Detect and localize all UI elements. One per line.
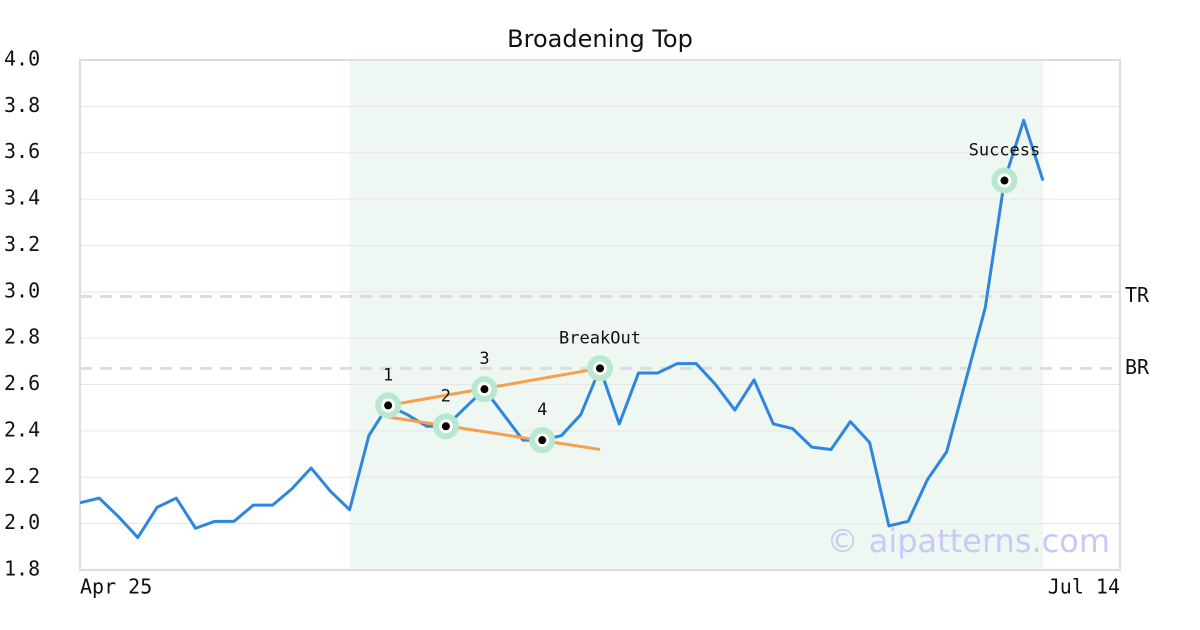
point-label: 2 [441, 386, 451, 406]
y-tick-label: 3.4 [4, 186, 40, 210]
point-dot [441, 422, 450, 431]
x-tick-label: Jul 14 [1048, 575, 1120, 599]
point-dot [538, 436, 547, 445]
point-dot [480, 385, 489, 394]
level-label: BR [1125, 355, 1150, 379]
y-tick-label: 2.6 [4, 371, 40, 395]
y-tick-label: 4.0 [4, 47, 40, 71]
point-label: 4 [537, 400, 547, 420]
point-label: 3 [479, 349, 489, 369]
y-tick-label: 1.8 [4, 557, 40, 581]
highlight-region [349, 60, 1043, 570]
point-dot [1000, 176, 1009, 185]
point-dot [384, 401, 393, 410]
point-label: Success [969, 141, 1041, 161]
y-tick-label: 3.8 [4, 93, 40, 117]
chart-title: Broadening Top [507, 25, 693, 53]
price-line [79, 118, 1045, 540]
y-tick-label: 2.0 [4, 510, 40, 534]
point-dot [596, 364, 604, 373]
y-tick-label: 3.6 [4, 139, 40, 163]
y-tick-label: 2.8 [4, 325, 40, 349]
y-tick-label: 3.0 [4, 278, 40, 302]
trend-line [387, 415, 601, 451]
level-label: TR [1125, 283, 1150, 307]
plot-frame [79, 59, 1121, 571]
y-tick-label: 3.2 [4, 232, 40, 256]
point-label: 1 [383, 365, 393, 385]
point-label: BreakOut [559, 328, 641, 348]
x-tick-label: Apr 25 [80, 575, 152, 599]
y-tick-label: 2.2 [4, 464, 40, 488]
watermark: © aipatterns.com [827, 522, 1110, 560]
y-tick-label: 2.4 [4, 417, 40, 441]
